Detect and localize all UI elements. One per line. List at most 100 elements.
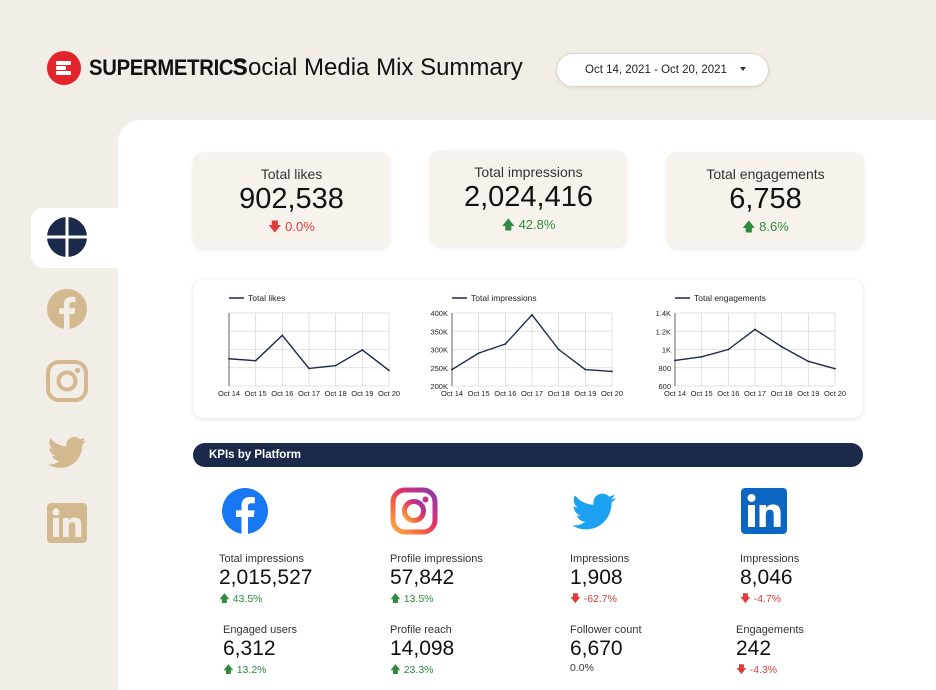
x-tick-label: Oct 18 bbox=[548, 389, 570, 398]
x-tick-label: Oct 17 bbox=[521, 389, 543, 398]
x-tick-label: Oct 19 bbox=[797, 389, 819, 398]
data-point bbox=[584, 368, 587, 371]
arrow-down-icon: 🡇 bbox=[268, 219, 282, 234]
kpi-label: Total likes bbox=[260, 166, 323, 182]
platform-facebook bbox=[219, 487, 379, 540]
x-tick-label: Oct 15 bbox=[691, 389, 713, 398]
x-tick-label: Oct 16 bbox=[717, 389, 739, 398]
legend-label: Total engagements bbox=[694, 293, 766, 303]
metric-label: Follower count bbox=[570, 624, 642, 636]
twitter-icon bbox=[572, 493, 616, 530]
x-tick-label: Oct 19 bbox=[574, 389, 596, 398]
x-tick-label: Oct 16 bbox=[271, 389, 293, 398]
metric-facebook-engaged-users: Engaged users 6,312 🡅 13.2% bbox=[223, 624, 297, 680]
data-point bbox=[700, 355, 703, 358]
data-point bbox=[674, 359, 676, 362]
metric-value: 6,312 bbox=[223, 637, 276, 660]
data-point bbox=[281, 334, 284, 337]
metric-label: Impressions bbox=[740, 553, 800, 565]
metric-label: Profile impressions bbox=[390, 553, 483, 565]
metric-label: Impressions bbox=[570, 553, 630, 565]
kpi-value: 6,758 bbox=[729, 183, 802, 215]
facebook-icon bbox=[222, 488, 268, 534]
supermetrics-logo[interactable]: SUPERMETRICS bbox=[47, 51, 260, 85]
x-tick-label: Oct 20 bbox=[378, 389, 400, 398]
x-tick-label: Oct 14 bbox=[218, 389, 240, 398]
x-tick-label: Oct 14 bbox=[441, 389, 463, 398]
data-point bbox=[754, 328, 756, 331]
data-point bbox=[557, 348, 560, 351]
trend-charts-card: Total likes Oct 14 Oct 15 Oct 16 Oct 17 Oct 1… bbox=[193, 280, 863, 418]
data-point bbox=[451, 368, 453, 371]
metric-value: 2,015,527 bbox=[219, 566, 313, 589]
metric-delta: 🡇 -62.7% bbox=[570, 593, 617, 605]
metric-linkedin-impressions: Impressions 8,046 🡇 -4.7% bbox=[740, 553, 799, 609]
data-point bbox=[361, 349, 364, 351]
y-tick-label: 200K bbox=[430, 382, 448, 391]
data-point bbox=[531, 313, 533, 316]
data-point bbox=[504, 343, 507, 345]
metric-instagram-profile-impressions: Profile impressions 57,842 🡅 13.5% bbox=[390, 553, 483, 609]
y-tick-label: 400K bbox=[430, 309, 448, 318]
metric-delta: 🡅 13.5% bbox=[390, 593, 434, 605]
y-tick-label: 250K bbox=[430, 364, 448, 373]
x-tick-label: Oct 17 bbox=[744, 389, 766, 398]
metric-value: 6,670 bbox=[570, 637, 623, 660]
twitter-icon[interactable] bbox=[46, 431, 88, 473]
x-tick-label: Oct 20 bbox=[824, 389, 846, 398]
date-range-picker[interactable]: Oct 14, 2021 - Oct 20, 2021 bbox=[556, 53, 769, 87]
y-tick-label: 1.2K bbox=[656, 327, 671, 336]
sidebar bbox=[0, 120, 131, 690]
data-point bbox=[388, 369, 390, 372]
facebook-icon[interactable] bbox=[46, 288, 88, 330]
linkedin-icon[interactable] bbox=[46, 502, 88, 544]
arrow-up-icon: 🡅 bbox=[501, 217, 515, 232]
x-tick-label: Oct 14 bbox=[664, 389, 686, 398]
chevron-down-icon bbox=[740, 67, 746, 71]
kpi-label: Total engagements bbox=[706, 166, 825, 182]
kpi-card-total-engagements: Total engagements 6,758 🡅 8.6% bbox=[667, 152, 864, 248]
metric-value: 242 bbox=[736, 637, 772, 660]
y-tick-label: 300K bbox=[430, 346, 448, 355]
header: SUPERMETRICS Social Media Mix Summary Oc… bbox=[0, 0, 936, 120]
metric-facebook-impressions: Total impressions 2,015,527 🡅 43.5% bbox=[219, 553, 312, 609]
x-tick-label: Oct 20 bbox=[601, 389, 623, 398]
platform-linkedin bbox=[738, 487, 898, 540]
x-tick-label: Oct 18 bbox=[771, 389, 793, 398]
data-point bbox=[254, 359, 257, 362]
kpi-card-total-likes: Total likes 902,538 🡇 0.0% bbox=[193, 152, 390, 248]
data-point bbox=[611, 370, 613, 373]
arrow-up-icon: 🡅 bbox=[223, 664, 234, 676]
metric-delta: 🡅 13.2% bbox=[223, 664, 267, 676]
x-tick-label: Oct 16 bbox=[494, 389, 516, 398]
brand-name: SUPERMETRICS bbox=[89, 55, 247, 80]
instagram-icon[interactable] bbox=[46, 360, 88, 402]
y-tick-label: 350K bbox=[430, 327, 448, 336]
arrow-up-icon: 🡅 bbox=[390, 593, 401, 605]
metric-value: 1,908 bbox=[570, 566, 623, 589]
x-tick-label: Oct 15 bbox=[245, 389, 267, 398]
linkedin-icon bbox=[741, 488, 787, 534]
kpis-by-platform-header: KPIs by Platform bbox=[193, 443, 863, 467]
legend-label: Total impressions bbox=[471, 293, 537, 303]
data-point bbox=[834, 367, 836, 370]
arrow-down-icon: 🡇 bbox=[570, 593, 581, 605]
arrow-up-icon: 🡅 bbox=[219, 593, 230, 605]
data-point bbox=[807, 360, 810, 363]
y-tick-label: 1K bbox=[662, 346, 671, 355]
platform-instagram bbox=[388, 487, 548, 540]
arrow-up-icon: 🡅 bbox=[742, 219, 756, 234]
kpi-label: Total impressions bbox=[474, 164, 583, 180]
metric-value: 57,842 bbox=[390, 566, 455, 589]
overview-icon[interactable] bbox=[46, 216, 88, 258]
metric-linkedin-engagements: Engagements 242 🡇 -4.3% bbox=[736, 624, 804, 680]
supermetrics-logo-icon bbox=[47, 51, 81, 85]
metric-delta: 0.0% bbox=[570, 662, 594, 674]
metric-value: 14,098 bbox=[390, 637, 455, 660]
y-tick-label: 800 bbox=[658, 364, 671, 373]
arrow-down-icon: 🡇 bbox=[740, 593, 751, 605]
kpi-card-total-impressions: Total impressions 2,024,416 🡅 42.8% bbox=[430, 150, 627, 246]
metric-label: Engagements bbox=[736, 624, 804, 636]
line-chart-total-impressions: Total impressions400K350K300K250K200KOct… bbox=[430, 293, 623, 398]
